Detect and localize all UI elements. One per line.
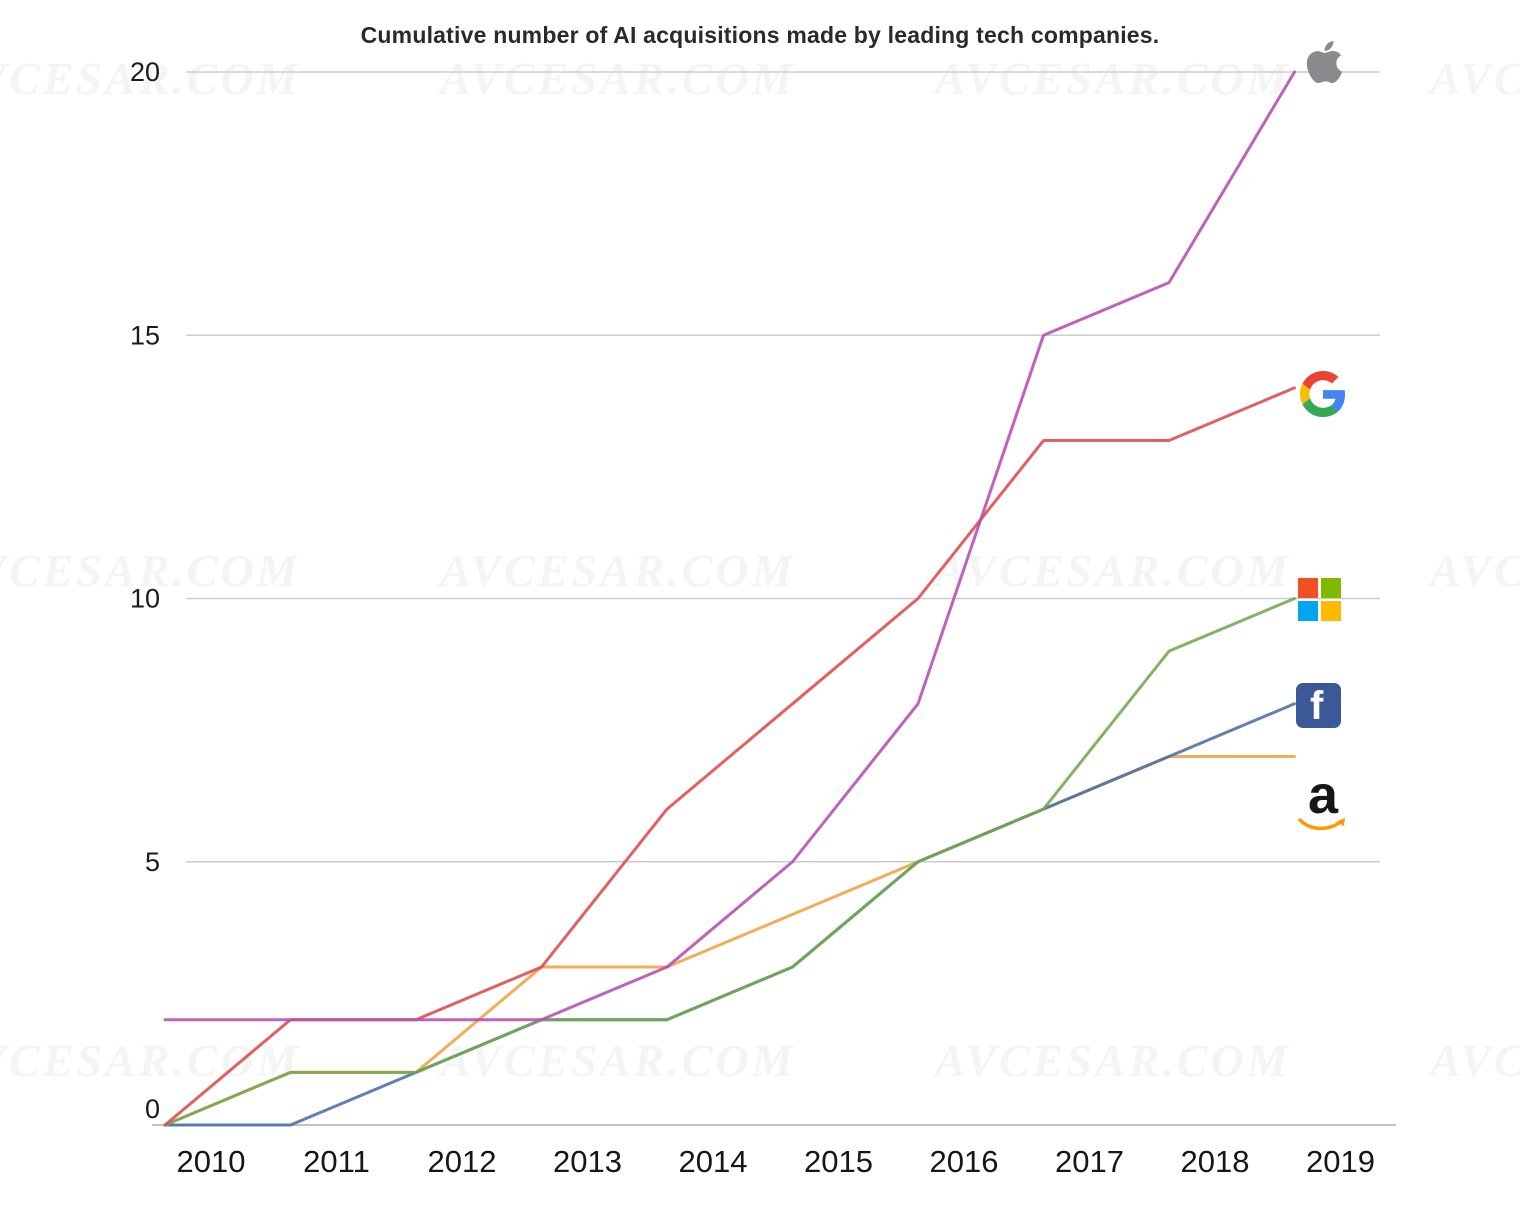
x-axis-tick-2016: 2016 [930, 1144, 999, 1179]
y-axis-tick-20: 20 [130, 57, 160, 87]
microsoft-square-red [1298, 578, 1318, 598]
microsoft-square-green [1321, 578, 1341, 598]
amazon-a-glyph: a [1307, 765, 1339, 825]
y-axis-tick-0: 0 [145, 1094, 160, 1124]
microsoft-square-blue [1298, 601, 1318, 621]
x-axis-tick-2011: 2011 [303, 1144, 370, 1179]
y-axis-tick-5: 5 [145, 847, 160, 877]
facebook-logo-icon: f [1296, 683, 1341, 728]
x-axis-tick-2014: 2014 [679, 1144, 748, 1179]
microsoft-logo-icon [1298, 578, 1341, 621]
amazon-logo-icon: a [1296, 765, 1350, 837]
x-axis-tick-2017: 2017 [1055, 1144, 1124, 1179]
x-axis-tick-2015: 2015 [804, 1144, 873, 1179]
amazon-smile-icon [1298, 818, 1345, 831]
y-axis-tick-15: 15 [130, 320, 160, 350]
facebook-f-glyph: f [1310, 684, 1324, 728]
chart-title: Cumulative number of AI acquisitions mad… [360, 22, 1160, 48]
x-axis-tick-2019: 2019 [1306, 1144, 1375, 1179]
x-axis-tick-2018: 2018 [1181, 1144, 1250, 1179]
google-logo-icon [1300, 371, 1346, 422]
microsoft-square-yellow [1321, 601, 1341, 621]
series-line-apple [163, 70, 1296, 1022]
series-line-microsoft [163, 597, 1296, 1127]
y-axis-tick-10: 10 [130, 584, 160, 614]
series-line-amazon [163, 754, 1296, 1127]
x-axis-tick-2013: 2013 [553, 1144, 622, 1179]
x-axis-tick-2010: 2010 [177, 1144, 246, 1179]
series-line-google [163, 386, 1296, 1127]
x-axis-tick-2012: 2012 [428, 1144, 497, 1179]
apple-logo-icon [1306, 38, 1343, 91]
